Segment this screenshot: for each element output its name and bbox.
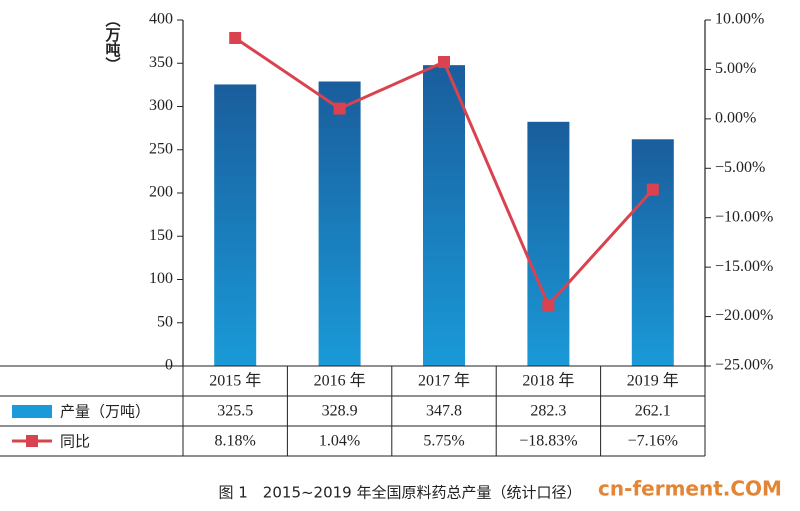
y2-tick-label: −5.00% <box>715 159 765 176</box>
y2-tick-label: 10.00% <box>715 11 764 28</box>
table-value: 347.8 <box>426 403 462 420</box>
line-marker <box>333 102 346 115</box>
line-marker <box>229 31 242 44</box>
table-value: 262.1 <box>635 403 671 420</box>
x-tick-label: 2018 年 <box>522 372 574 390</box>
legend-marker <box>26 435 38 447</box>
line-marker <box>542 299 555 312</box>
y2-tick-label: −20.00% <box>715 307 773 324</box>
y-axis-label: （万吨） <box>104 12 122 72</box>
table-value: −18.83% <box>519 433 577 450</box>
x-tick-label: 2019 年 <box>627 372 679 390</box>
bar <box>423 65 465 366</box>
x-tick-label: 2016 年 <box>314 372 366 390</box>
bar <box>631 139 674 366</box>
table-value: 282.3 <box>530 403 566 420</box>
legend-label: 同比 <box>60 433 90 451</box>
y-tick-label: 100 <box>149 270 173 287</box>
x-tick-label: 2017 年 <box>418 372 470 390</box>
y-tick-label: 0 <box>165 357 173 374</box>
watermark: cn-ferment.COM <box>598 477 782 501</box>
table-value: −7.16% <box>628 433 678 450</box>
y-tick-label: 50 <box>157 313 173 330</box>
table-value: 8.18% <box>215 433 256 450</box>
line-marker <box>646 183 659 196</box>
y2-tick-label: 5.00% <box>715 60 756 77</box>
bar <box>318 81 361 367</box>
caption: 图 1 2015~2019 年全国原料药总产量（统计口径） <box>219 484 582 502</box>
line-marker <box>438 56 450 69</box>
y2-tick-label: −10.00% <box>715 208 773 225</box>
bar <box>214 84 257 366</box>
y-tick-label: 400 <box>149 11 173 28</box>
x-tick-label: 2015 年 <box>209 372 261 390</box>
y-tick-label: 250 <box>149 140 173 157</box>
table-value: 1.04% <box>319 433 360 450</box>
y-tick-label: 300 <box>149 97 173 114</box>
y-tick-label: 150 <box>149 227 173 244</box>
y-tick-label: 350 <box>149 54 173 71</box>
y2-tick-label: −15.00% <box>715 258 773 275</box>
y-tick-label: 200 <box>149 184 173 201</box>
table-value: 5.75% <box>423 433 464 450</box>
legend-swatch <box>12 405 52 418</box>
y2-tick-label: 0.00% <box>715 110 756 127</box>
legend-label: 产量（万吨） <box>60 403 150 421</box>
table-value: 328.9 <box>322 403 358 420</box>
bar <box>527 121 570 366</box>
y2-tick-label: −25.00% <box>715 357 773 374</box>
table-value: 325.5 <box>217 403 253 420</box>
